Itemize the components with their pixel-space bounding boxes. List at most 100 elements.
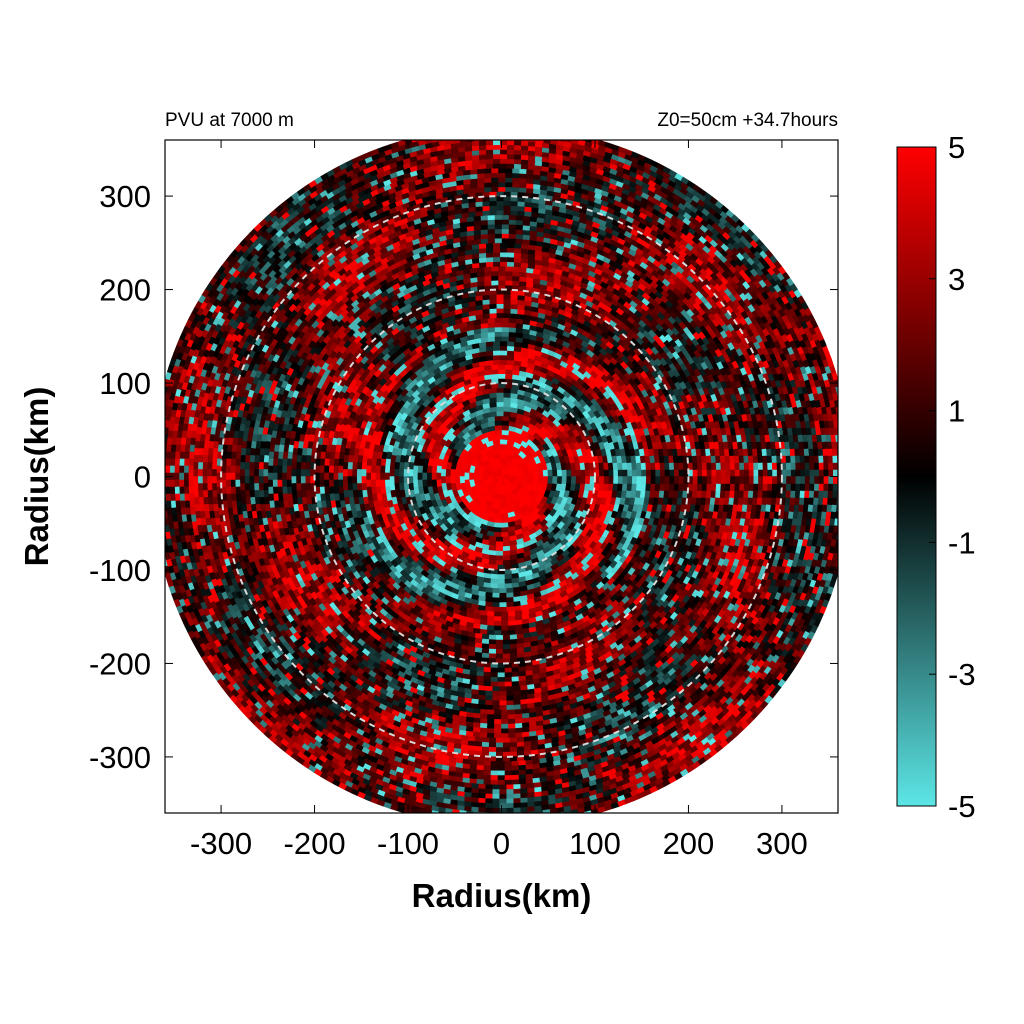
field-cell [272, 458, 279, 467]
field-cell [375, 465, 381, 474]
field-cell [318, 479, 325, 488]
field-cell [511, 266, 520, 272]
field-cell [492, 592, 501, 599]
field-cell [468, 472, 474, 481]
field-cell [501, 335, 509, 342]
field-cell [488, 643, 497, 650]
field-cell [697, 476, 703, 484]
field-cell [499, 686, 508, 692]
field-cell [617, 469, 624, 477]
field-cell [323, 479, 330, 488]
field-cell [495, 546, 504, 552]
field-cell [701, 469, 708, 477]
field-cell [504, 368, 513, 375]
field-cell [502, 396, 511, 403]
field-cell [499, 695, 508, 702]
field-cell [495, 298, 504, 305]
field-cell [502, 298, 511, 305]
field-cell [337, 458, 344, 467]
field-cell [497, 270, 506, 276]
field-cell [499, 247, 508, 253]
field-cell [724, 454, 731, 463]
field-cell [342, 476, 348, 484]
field-cell [351, 469, 358, 477]
field-cell [655, 469, 661, 477]
field-cell [417, 472, 423, 481]
field-cell [664, 483, 670, 492]
field-cell [495, 396, 504, 403]
field-cell [488, 303, 497, 310]
field-cell [502, 293, 511, 300]
field-cell [650, 483, 656, 492]
field-cell [495, 555, 504, 561]
field-cell [494, 611, 502, 618]
field-cell [508, 615, 517, 622]
field-cell [499, 503, 508, 510]
field-cell [384, 479, 391, 488]
field-cell [494, 317, 502, 323]
field-cell [499, 602, 508, 608]
field-cell [494, 331, 502, 337]
field-cell [333, 472, 339, 481]
field-cell [445, 468, 451, 477]
field-cell [319, 472, 325, 481]
field-cell [561, 476, 568, 485]
field-cell [504, 578, 513, 585]
field-cell [501, 317, 509, 323]
field-cell [513, 685, 522, 692]
field-cell [342, 483, 349, 492]
field-cell [295, 469, 302, 477]
field-cell [347, 461, 353, 470]
field-cell [435, 472, 442, 481]
field-cell [497, 279, 506, 286]
field-cell [492, 359, 501, 366]
field-cell [501, 517, 510, 524]
field-cell [711, 462, 717, 470]
field-cell [631, 468, 638, 477]
field-cell [669, 469, 675, 477]
field-cell [552, 468, 558, 477]
field-cell [295, 461, 302, 470]
field-cell [509, 312, 518, 319]
field-cell [290, 469, 297, 477]
field-cell [502, 653, 511, 660]
field-cell [506, 359, 515, 366]
field-cell [513, 261, 522, 268]
field-cell [375, 472, 381, 481]
field-cell [511, 275, 520, 282]
field-cell [664, 469, 671, 477]
field-cell [483, 671, 492, 678]
field-cell [492, 597, 501, 604]
field-cell [388, 476, 395, 485]
field-cell [497, 677, 506, 683]
field-cell [483, 280, 492, 287]
field-cell [547, 476, 554, 485]
field-cell [613, 476, 619, 484]
field-cell [347, 483, 353, 492]
field-cell [482, 472, 489, 481]
field-cell [483, 666, 492, 673]
field-cell [506, 695, 515, 702]
field-cell [495, 639, 504, 645]
field-cell [617, 476, 624, 484]
field-cell [342, 469, 348, 477]
pv-field-cells [165, 140, 838, 813]
field-cell [599, 476, 605, 485]
field-cell [351, 476, 358, 484]
field-cell [622, 476, 629, 484]
field-cell [499, 354, 508, 361]
field-cell [497, 672, 506, 678]
field-cell [492, 247, 501, 253]
field-cell [542, 468, 549, 477]
field-cell [716, 469, 722, 477]
field-cell [486, 331, 495, 338]
field-cell [488, 653, 497, 660]
field-cell [650, 469, 657, 477]
field-cell [715, 462, 722, 470]
field-cell [493, 429, 502, 436]
field-cell [673, 461, 680, 470]
field-cell [725, 469, 731, 477]
field-cell [502, 555, 511, 561]
field-cell [499, 499, 508, 505]
